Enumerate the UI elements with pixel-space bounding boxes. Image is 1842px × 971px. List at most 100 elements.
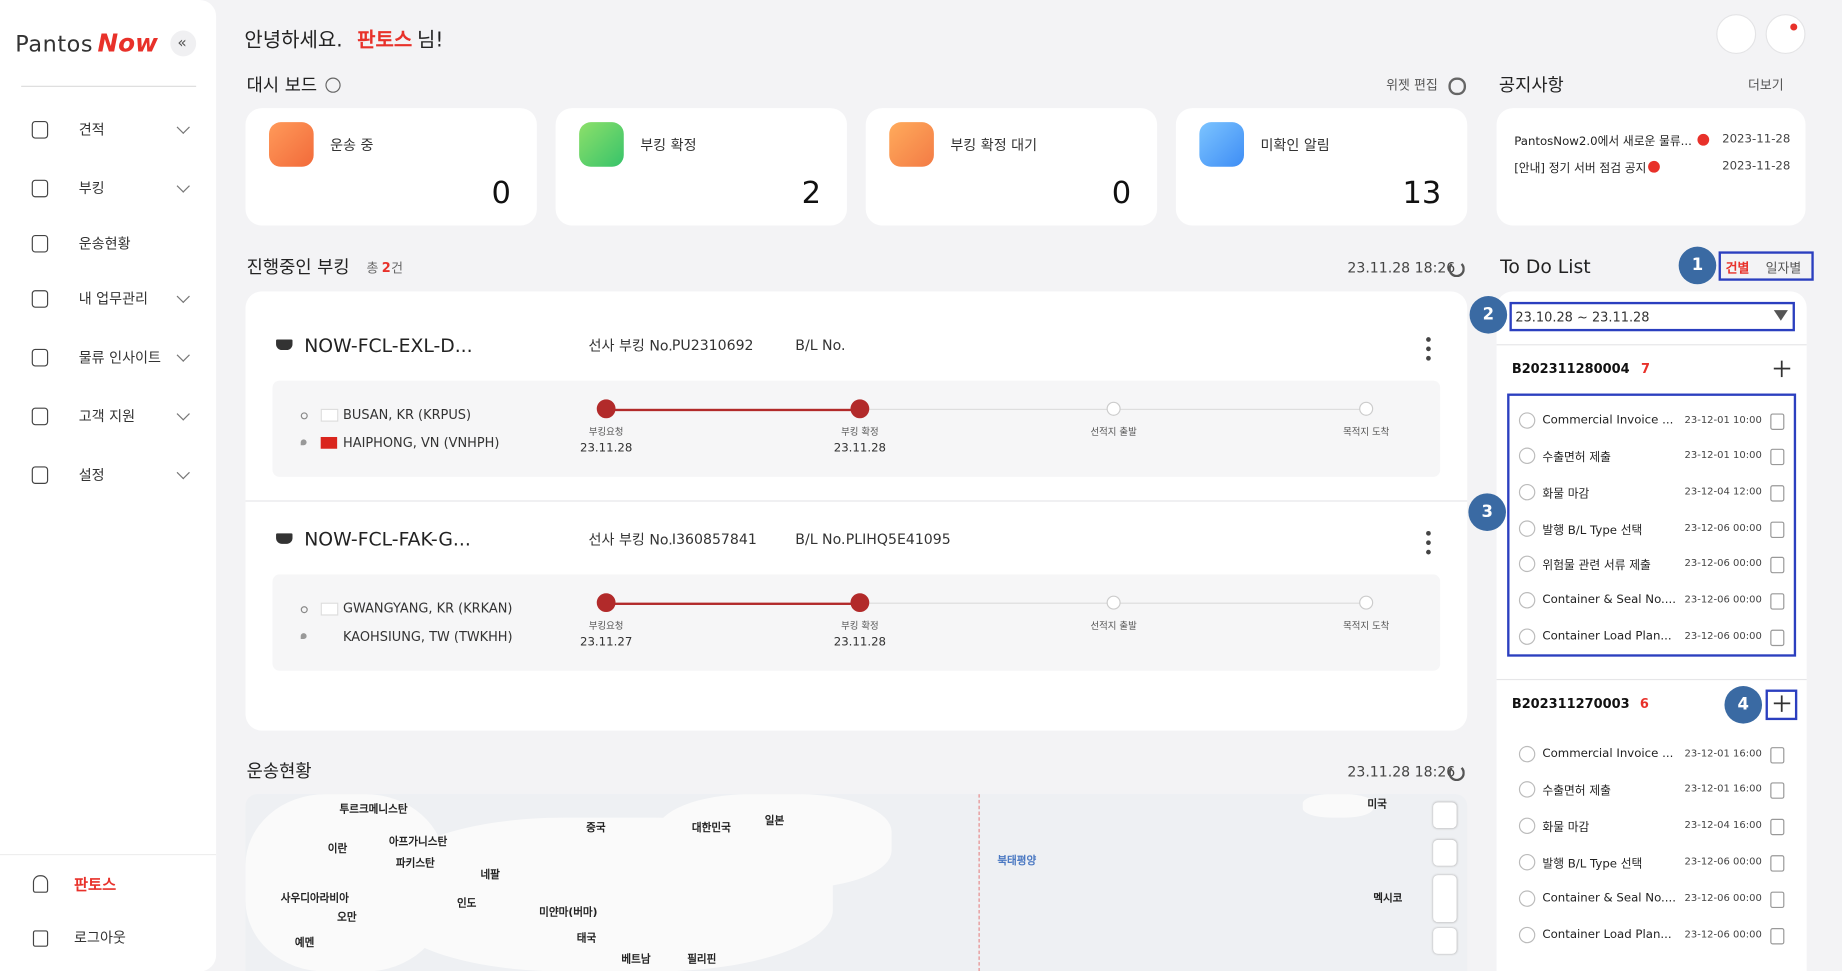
notice-title[interactable]: PantosNow2.0에서 새로운 물류...	[1514, 135, 1692, 149]
menu-item[interactable]: 물류 인사이트	[78, 349, 162, 366]
menu-icon[interactable]	[31, 407, 49, 426]
group-id[interactable]: B202311280004	[1511, 361, 1630, 377]
menu-icon[interactable]	[31, 348, 49, 367]
task-checkbox[interactable]	[1518, 483, 1536, 501]
map-label: 북태평양	[997, 855, 1037, 868]
task-checkbox[interactable]	[1518, 817, 1536, 835]
step-label: 목적지 도착	[1343, 620, 1390, 632]
map-control[interactable]	[1433, 928, 1457, 954]
task-name[interactable]: Commercial Invoice ...	[1542, 747, 1674, 761]
task-action[interactable]	[1770, 556, 1785, 574]
task-checkbox[interactable]	[1518, 926, 1536, 944]
task-checkbox[interactable]	[1518, 745, 1536, 763]
add-button[interactable]	[1773, 360, 1791, 378]
annotation-number: 4	[1737, 695, 1749, 715]
flag	[320, 436, 338, 449]
task-checkbox[interactable]	[1518, 555, 1536, 573]
divider	[245, 500, 1468, 502]
origin-port: GWANGYANG, KR (KRKAN)	[343, 600, 513, 617]
task-name[interactable]: 화물 마감	[1542, 488, 1590, 502]
widget-edit[interactable]: 위젯 편집	[1386, 77, 1438, 93]
refresh-icon[interactable]	[1448, 260, 1465, 278]
task-checkbox[interactable]	[1518, 412, 1536, 429]
task-name[interactable]: 발행 B/L Type 선택	[1542, 858, 1643, 872]
group-id[interactable]: B202311270003	[1511, 696, 1630, 712]
logout[interactable]: 로그아웃	[74, 929, 126, 947]
task-name[interactable]: Container Load Plan...	[1542, 630, 1672, 644]
task-action[interactable]	[1770, 891, 1785, 909]
menu-item[interactable]: 설정	[78, 466, 105, 484]
more-dot[interactable]	[1426, 346, 1431, 352]
step-label: 선적지 출발	[1090, 427, 1137, 438]
task-checkbox[interactable]	[1518, 447, 1536, 465]
gear-icon[interactable]	[1448, 77, 1467, 96]
annotation-badge	[1678, 246, 1717, 285]
menu-icon[interactable]	[31, 179, 49, 198]
task-action[interactable]	[1770, 448, 1785, 466]
task-action[interactable]	[1770, 747, 1785, 764]
task-name[interactable]: Commercial Invoice ...	[1542, 414, 1674, 428]
task-name[interactable]: 수출면허 제출	[1542, 451, 1611, 465]
header-icon-button[interactable]	[1765, 14, 1806, 55]
task-action[interactable]	[1770, 485, 1785, 502]
task-action[interactable]	[1770, 593, 1785, 610]
highlight-box	[1765, 689, 1798, 721]
toggle-date[interactable]: 일자별	[1765, 260, 1802, 277]
task-checkbox[interactable]	[1518, 520, 1536, 537]
map-control[interactable]	[1433, 875, 1457, 923]
task-checkbox[interactable]	[1518, 781, 1536, 798]
menu-item[interactable]: 부킹	[78, 180, 105, 197]
task-action[interactable]	[1770, 413, 1785, 430]
step-label: 목적지 도착	[1343, 427, 1390, 438]
annotation-badge	[1724, 686, 1763, 724]
map-control[interactable]	[1433, 839, 1457, 866]
task-action[interactable]	[1770, 782, 1785, 799]
task-name[interactable]: 위험물 관련 서류 제출	[1542, 559, 1651, 573]
filter-icon[interactable]	[1773, 310, 1788, 321]
task-checkbox[interactable]	[1518, 628, 1536, 645]
task-action[interactable]	[1770, 629, 1785, 647]
user-name[interactable]: 판토스	[74, 876, 117, 895]
task-name[interactable]: 화물 마감	[1542, 821, 1590, 835]
map[interactable]: 투르크메니스탄 이란 아프가니스탄 파키스탄 네팔 인도 사우디아라비아 오만 예멘 중국 대한민국…	[245, 794, 1468, 971]
task-name[interactable]: Container & Seal No....	[1542, 892, 1677, 906]
map-control[interactable]	[1433, 802, 1457, 829]
header-icon-button[interactable]	[1716, 14, 1757, 55]
menu-item[interactable]: 견적	[78, 121, 105, 139]
menu-item[interactable]: 운송현황	[78, 235, 131, 252]
date-range[interactable]: 23.10.28 ~ 23.11.28	[1515, 309, 1650, 325]
group-count: 7	[1641, 361, 1651, 377]
task-checkbox[interactable]	[1518, 890, 1536, 907]
task-name[interactable]: Container Load Plan...	[1542, 928, 1672, 942]
carrier-label: 선사 부킹 No.	[588, 531, 673, 548]
menu-icon[interactable]	[31, 290, 49, 308]
menu-item[interactable]: 고객 지원	[78, 408, 136, 425]
menu-item[interactable]: 내 업무관리	[78, 290, 149, 308]
more-link[interactable]: 더보기	[1747, 77, 1784, 93]
collapse-button[interactable]	[170, 30, 197, 57]
more-dot[interactable]	[1426, 540, 1431, 546]
widget-label: 부킹 확정 대기	[950, 136, 1038, 154]
task-action[interactable]	[1770, 521, 1785, 539]
task-name[interactable]: Container & Seal No....	[1542, 593, 1677, 607]
menu-icon[interactable]	[31, 466, 49, 484]
task-name[interactable]: 발행 B/L Type 선택	[1542, 524, 1643, 538]
widget-label: 운송 중	[330, 136, 374, 154]
refresh-icon[interactable]	[1448, 764, 1465, 782]
toggle-case[interactable]: 건별	[1725, 260, 1750, 277]
task-action[interactable]	[1770, 855, 1785, 872]
highlight-box	[1507, 393, 1797, 657]
task-action[interactable]	[1770, 818, 1785, 836]
task-name[interactable]: 수출면허 제출	[1542, 785, 1611, 799]
task-checkbox[interactable]	[1518, 854, 1536, 871]
task-checkbox[interactable]	[1518, 592, 1536, 609]
map-label: 예멘	[294, 937, 315, 950]
dest-pin	[300, 439, 307, 446]
booking-id[interactable]: NOW-FCL-FAK-G...	[304, 528, 471, 551]
booking-id[interactable]: NOW-FCL-EXL-D...	[304, 334, 473, 357]
add-button[interactable]	[1773, 695, 1791, 712]
notice-title[interactable]: [안내] 정기 서버 점검 공지	[1514, 162, 1647, 176]
menu-icon[interactable]	[31, 234, 49, 253]
task-action[interactable]	[1770, 928, 1785, 945]
menu-icon[interactable]	[31, 120, 49, 139]
